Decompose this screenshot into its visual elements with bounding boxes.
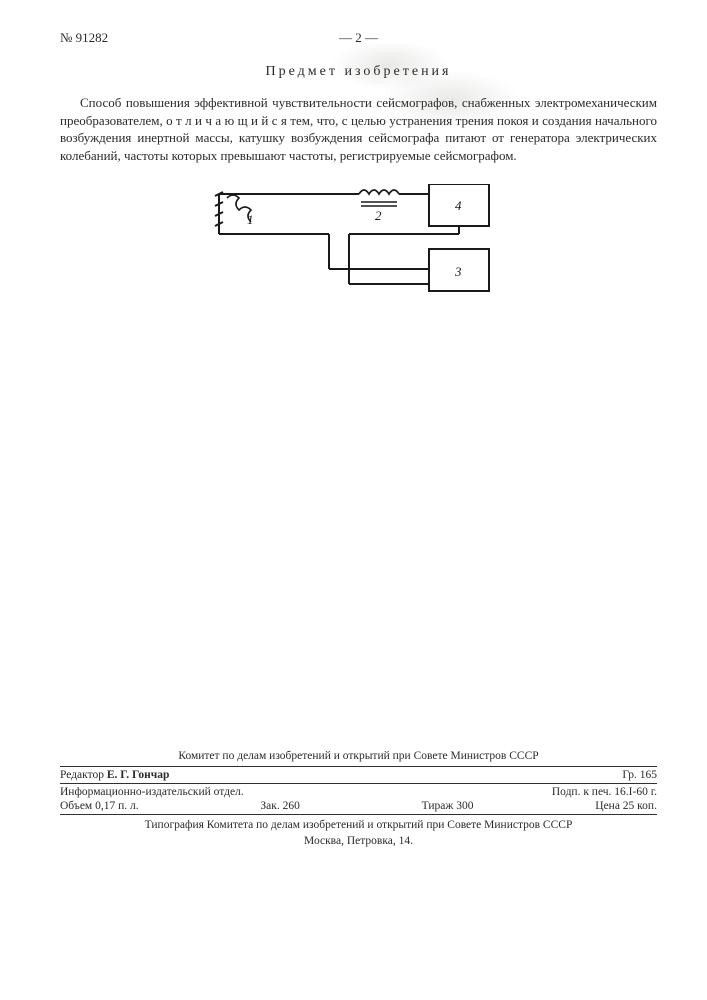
tirazh: Тираж 300 [422, 800, 474, 812]
editor-row: Редактор Е. Г. Гончар Гр. 165 [60, 769, 657, 781]
zak: Зак. 260 [260, 800, 299, 812]
header-spacer [537, 30, 657, 46]
diagram-label-3: 3 [454, 264, 462, 279]
body-paragraph: Способ повышения эффективной чувствитель… [60, 94, 657, 164]
committee-line: Комитет по делам изобретений и открытий … [60, 750, 657, 762]
header-row: № 91282 — 2 — [60, 30, 657, 46]
volume: Объем 0,17 п. л. [60, 800, 139, 812]
dept: Информационно-издательский отдел. [60, 786, 244, 798]
section-title: Предмет изобретения [60, 64, 657, 80]
divider [60, 814, 657, 815]
circuit-diagram: 1 2 3 4 [209, 184, 509, 314]
document-number: № 91282 [60, 30, 180, 46]
footer-block: Комитет по делам изобретений и открытий … [60, 750, 657, 847]
page-marker: — 2 — [180, 30, 537, 46]
print-row: Объем 0,17 п. л. Зак. 260 Тираж 300 Цена… [60, 800, 657, 812]
editor: Редактор Е. Г. Гончар [60, 769, 169, 781]
divider [60, 783, 657, 784]
diagram-label-2: 2 [375, 208, 382, 223]
imprint-line-1: Типография Комитета по делам изобретений… [60, 819, 657, 831]
podp: Подп. к печ. 16.I-60 г. [552, 786, 657, 798]
diagram-label-1: 1 [247, 212, 254, 227]
group-code: Гр. 165 [622, 769, 657, 781]
imprint-line-2: Москва, Петровка, 14. [60, 835, 657, 847]
page-container: № 91282 — 2 — Предмет изобретения Способ… [0, 0, 707, 364]
price: Цена 25 коп. [595, 800, 657, 812]
dept-row: Информационно-издательский отдел. Подп. … [60, 786, 657, 798]
divider [60, 766, 657, 767]
diagram-label-4: 4 [455, 198, 462, 213]
